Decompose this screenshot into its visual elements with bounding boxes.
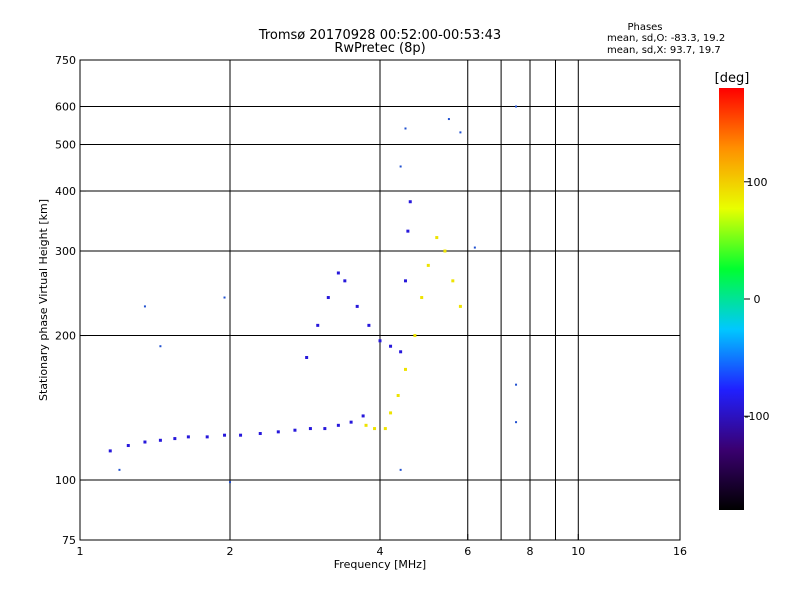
colorbar-tick-label: 100 bbox=[747, 176, 768, 189]
data-point-o bbox=[399, 350, 403, 354]
data-point-o bbox=[343, 279, 347, 283]
data-point-x bbox=[373, 427, 377, 431]
data-point-o bbox=[408, 200, 412, 204]
data-point-o bbox=[126, 444, 130, 448]
y-tick-label: 75 bbox=[62, 534, 76, 547]
data-point-o bbox=[293, 428, 297, 432]
data-point-x bbox=[451, 279, 455, 283]
data-point-o bbox=[326, 296, 330, 300]
data-point-o bbox=[276, 430, 280, 434]
y-axis-label: Stationary phase Virtual Height [km] bbox=[37, 199, 50, 401]
x-tick-label: 16 bbox=[673, 545, 687, 558]
x-tick-label: 1 bbox=[77, 545, 84, 558]
data-point-x bbox=[435, 236, 439, 240]
data-point-o bbox=[305, 355, 309, 359]
data-point-x bbox=[420, 296, 424, 300]
data-point-o bbox=[389, 344, 393, 348]
outlier-point bbox=[399, 165, 402, 168]
data-point-x bbox=[389, 411, 393, 415]
legend-title: Phases bbox=[627, 22, 662, 33]
data-point-x bbox=[403, 367, 407, 371]
data-point-o bbox=[367, 323, 371, 327]
legend-line-o: mean, sd,O: -83.3, 19.2 bbox=[607, 33, 725, 44]
data-point-x bbox=[426, 263, 430, 267]
data-point-o bbox=[108, 449, 112, 453]
x-tick-label: 10 bbox=[571, 545, 585, 558]
y-tick-label: 750 bbox=[55, 54, 76, 67]
data-point-o bbox=[308, 427, 312, 431]
outlier-point bbox=[143, 305, 146, 308]
data-point-o bbox=[316, 323, 320, 327]
data-point-o bbox=[378, 339, 382, 343]
data-point-x bbox=[383, 427, 387, 431]
outlier-point bbox=[159, 345, 162, 348]
outlier-point bbox=[404, 127, 407, 130]
x-tick-label: 8 bbox=[527, 545, 534, 558]
y-tick-label: 100 bbox=[55, 474, 76, 487]
y-tick-label: 500 bbox=[55, 139, 76, 152]
data-point-o bbox=[205, 435, 209, 439]
outlier-point bbox=[399, 468, 402, 471]
y-tick-label: 200 bbox=[55, 330, 76, 343]
outlier-point bbox=[473, 246, 476, 249]
y-tick-label: 600 bbox=[55, 101, 76, 114]
data-point-o bbox=[143, 440, 147, 444]
outlier-point bbox=[447, 118, 450, 121]
data-point-o bbox=[355, 304, 359, 308]
chart-title: Tromsø 20170928 00:52:00-00:53:43 bbox=[258, 28, 501, 43]
y-tick-label: 400 bbox=[55, 185, 76, 198]
data-point-o bbox=[349, 420, 353, 424]
data-point-o bbox=[361, 414, 365, 418]
outlier-point bbox=[515, 383, 518, 386]
data-point-o bbox=[158, 438, 162, 442]
data-point-o bbox=[336, 271, 340, 275]
x-tick-label: 6 bbox=[464, 545, 471, 558]
outlier-point bbox=[229, 481, 231, 484]
y-tick-label: 300 bbox=[55, 245, 76, 258]
colorbar-label: [deg] bbox=[715, 71, 750, 86]
outlier-point bbox=[118, 468, 121, 471]
outlier-point bbox=[515, 105, 518, 108]
data-point-x bbox=[364, 423, 368, 427]
colorbar bbox=[719, 88, 744, 510]
outlier-point bbox=[459, 131, 462, 134]
x-tick-label: 2 bbox=[227, 545, 234, 558]
data-point-o bbox=[406, 229, 410, 233]
colorbar-tick-label: 0 bbox=[754, 293, 761, 306]
data-point-x bbox=[396, 394, 400, 398]
x-tick-label: 4 bbox=[377, 545, 384, 558]
colorbar-tick-label: -100 bbox=[745, 410, 770, 423]
plot-area: 1 2 4 6 8 10 16 75 100 200 300 400 500 600 750 bbox=[55, 54, 687, 558]
data-point-o bbox=[323, 427, 327, 431]
colorbar-ticks: 100 0 -100 bbox=[744, 176, 769, 423]
legend-line-x: mean, sd,X: 93.7, 19.7 bbox=[607, 45, 721, 56]
data-point-o bbox=[403, 279, 407, 283]
data-point-x bbox=[443, 249, 447, 253]
data-point-x bbox=[458, 304, 462, 308]
data-point-o bbox=[223, 433, 227, 437]
data-point-o bbox=[173, 437, 177, 441]
data-point-x bbox=[413, 334, 417, 338]
outlier-point bbox=[515, 421, 518, 424]
outlier-point bbox=[223, 296, 226, 299]
data-point-o bbox=[239, 433, 243, 437]
chart-subtitle: RwPretec (8p) bbox=[334, 41, 425, 56]
data-point-o bbox=[186, 435, 190, 439]
data-point-o bbox=[336, 423, 340, 427]
data-point-o bbox=[258, 432, 262, 436]
x-axis-label: Frequency [MHz] bbox=[334, 558, 426, 571]
